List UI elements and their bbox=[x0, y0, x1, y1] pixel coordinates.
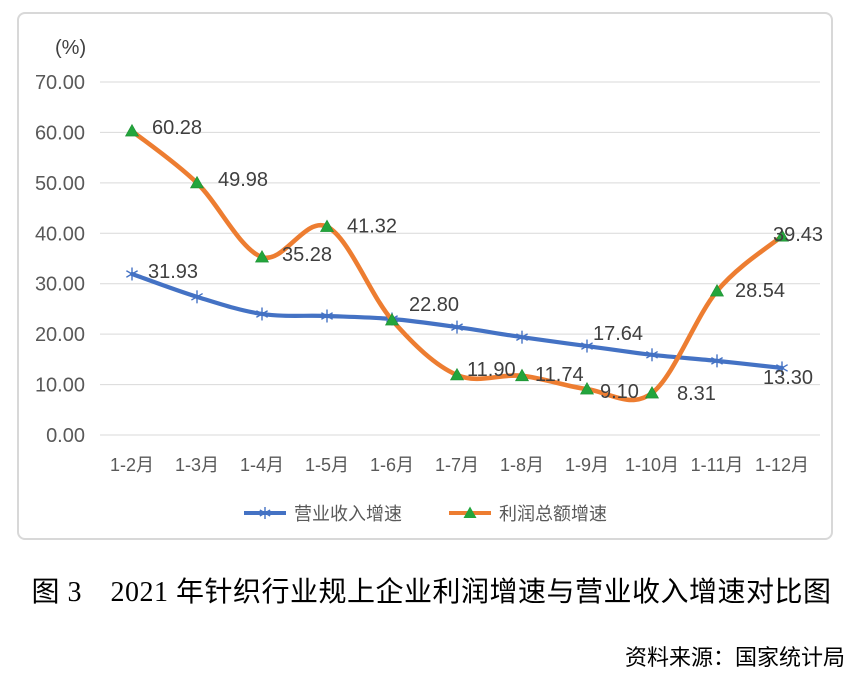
svg-text:40.00: 40.00 bbox=[35, 223, 85, 245]
svg-text:20.00: 20.00 bbox=[35, 324, 85, 346]
svg-text:1-6月: 1-6月 bbox=[370, 455, 414, 475]
svg-text:1-5月: 1-5月 bbox=[305, 455, 349, 475]
legend-item-revenue-growth: 营业收入增速 bbox=[243, 500, 402, 526]
svg-text:31.93: 31.93 bbox=[148, 261, 198, 283]
svg-text:13.30: 13.30 bbox=[763, 367, 813, 389]
series-markers-1 bbox=[124, 123, 790, 399]
line-asterisk-marker-icon bbox=[243, 505, 287, 521]
figure-caption: 图 3 2021 年针织行业规上企业利润增速与营业收入增速对比图 bbox=[31, 577, 832, 608]
svg-text:1-7月: 1-7月 bbox=[435, 455, 479, 475]
svg-text:1-3月: 1-3月 bbox=[175, 455, 219, 475]
svg-text:30.00: 30.00 bbox=[35, 274, 85, 296]
legend-item-profit-growth: 利润总额增速 bbox=[448, 500, 607, 526]
svg-text:10.00: 10.00 bbox=[35, 375, 85, 397]
y-axis-tick-labels: 0.00 10.00 20.00 30.00 40.00 50.00 60.00 70.00 bbox=[35, 72, 85, 447]
svg-text:1-10月: 1-10月 bbox=[625, 455, 679, 475]
x-axis-tick-labels: 1-2月 1-3月 1-4月 1-5月 1-6月 1-7月 1-8月 1-9月 1-10月 1-1… bbox=[110, 455, 809, 475]
svg-text:22.80: 22.80 bbox=[409, 294, 459, 316]
svg-text:11.90: 11.90 bbox=[467, 359, 516, 381]
svg-text:8.31: 8.31 bbox=[677, 383, 716, 405]
legend-label-revenue-growth: 营业收入增速 bbox=[294, 504, 402, 524]
chart-frame: 0.00 10.00 20.00 30.00 40.00 50.00 60.00 70.00 (… bbox=[17, 12, 833, 540]
series-line-1 bbox=[129, 128, 785, 403]
svg-text:41.32: 41.32 bbox=[347, 216, 397, 238]
svg-text:50.00: 50.00 bbox=[35, 173, 85, 195]
svg-text:1-11月: 1-11月 bbox=[691, 455, 744, 475]
chart-legend: 营业收入增速 利润总额增速 bbox=[19, 500, 831, 526]
svg-text:11.74: 11.74 bbox=[535, 364, 584, 386]
data-source: 资料来源：国家统计局 bbox=[624, 645, 845, 670]
svg-text:0.00: 0.00 bbox=[46, 425, 85, 447]
svg-text:28.54: 28.54 bbox=[735, 280, 785, 302]
series-data-labels-1: 60.28 49.98 35.28 41.32 22.80 11.90 11.74 9.10 8… bbox=[152, 117, 823, 405]
svg-text:9.10: 9.10 bbox=[600, 381, 639, 403]
line-triangle-marker-icon bbox=[448, 505, 492, 521]
svg-text:1-9月: 1-9月 bbox=[565, 455, 609, 475]
legend-label-profit-growth: 利润总额增速 bbox=[499, 504, 607, 524]
y-axis-unit-label: (%) bbox=[55, 37, 86, 59]
svg-text:1-4月: 1-4月 bbox=[240, 455, 284, 475]
series-data-labels-0: 31.93 17.64 13.30 bbox=[148, 261, 813, 389]
svg-text:60.00: 60.00 bbox=[35, 122, 85, 144]
svg-text:17.64: 17.64 bbox=[593, 323, 643, 345]
svg-text:39.43: 39.43 bbox=[773, 224, 823, 246]
svg-text:35.28: 35.28 bbox=[282, 244, 332, 266]
gridlines bbox=[100, 81, 820, 436]
svg-text:70.00: 70.00 bbox=[35, 72, 85, 94]
svg-text:1-8月: 1-8月 bbox=[500, 455, 544, 475]
svg-text:1-12月: 1-12月 bbox=[755, 455, 809, 475]
plot-area: 0.00 10.00 20.00 30.00 40.00 50.00 60.00 70.00 (… bbox=[35, 37, 823, 475]
svg-text:60.28: 60.28 bbox=[152, 117, 202, 139]
svg-text:49.98: 49.98 bbox=[218, 169, 268, 191]
svg-text:1-2月: 1-2月 bbox=[110, 455, 154, 475]
